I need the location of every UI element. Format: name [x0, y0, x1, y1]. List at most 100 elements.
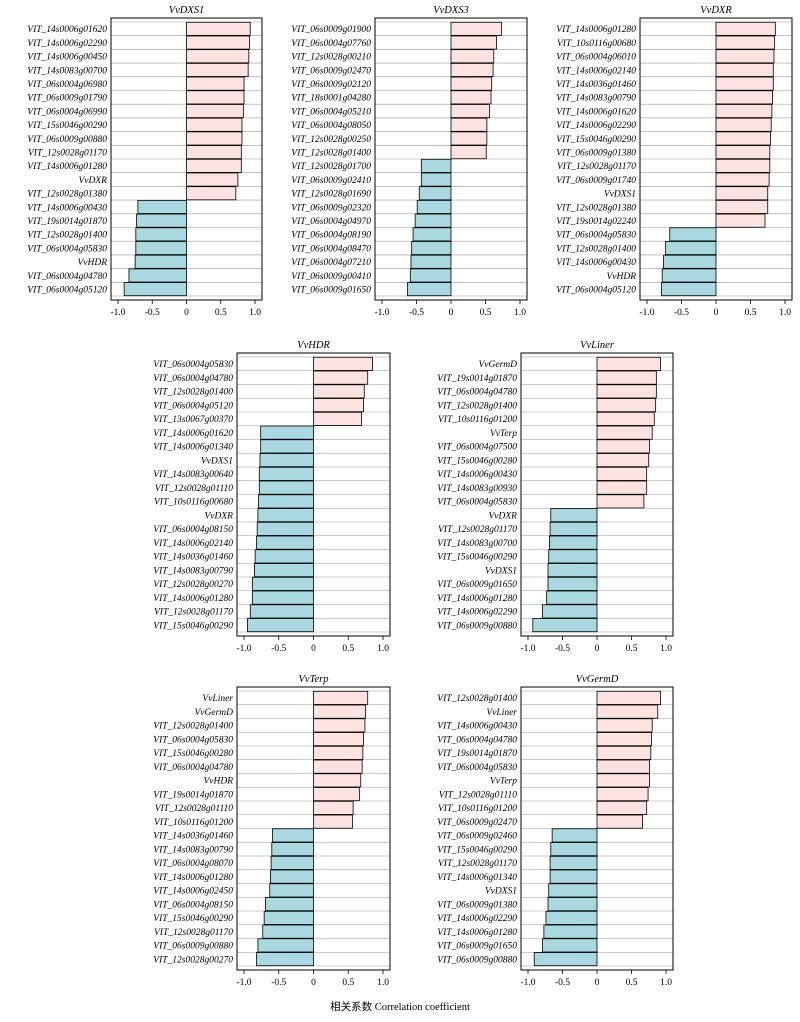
category-label: VIT_12s0028g01400	[437, 401, 517, 411]
category-label: VIT_06s0009g01380	[437, 900, 517, 910]
category-label: VIT_06s0004g08470	[291, 244, 371, 254]
bar	[596, 718, 653, 733]
bar	[271, 842, 314, 857]
bar	[313, 370, 369, 385]
category-label: VIT_06s0004g04780	[153, 763, 233, 773]
bar	[450, 90, 492, 105]
category-label: VIT_14s0006g00430	[556, 258, 636, 268]
category-label: VIT_19s0014g01870	[153, 790, 233, 800]
bar	[715, 145, 771, 160]
category-label: VIT_14s0006g01280	[153, 873, 233, 883]
bar	[412, 227, 452, 242]
category-label: VIT_12s0028g01170	[438, 525, 517, 535]
bar	[547, 576, 598, 591]
x-tick-label: 0	[311, 644, 316, 654]
category-label: VvLiner	[202, 694, 233, 704]
panel-vvdxs1: VvDXS1 VIT_14s0006g01620 VIT_14s0006g02290…	[27, 5, 263, 318]
bar	[542, 604, 598, 619]
bar	[186, 131, 243, 146]
bar	[135, 227, 187, 242]
category-label: VIT_06s0009g02460	[437, 832, 517, 842]
category-label: VIT_14s0083g00930	[437, 484, 517, 494]
bar	[313, 411, 362, 426]
category-label: VIT_06s0004g08150	[153, 900, 233, 910]
bar	[186, 145, 242, 160]
bar	[136, 213, 187, 228]
category-label: VIT_12s0028g01400	[437, 694, 517, 704]
bar	[128, 268, 187, 283]
bar	[596, 745, 652, 760]
category-label: VIT_14s0006g02450	[153, 887, 233, 897]
bar	[247, 618, 314, 633]
category-label: VIT_12s0028g01700	[291, 162, 371, 172]
bar	[550, 842, 598, 857]
category-label: VIT_06s0004g05830	[437, 763, 517, 773]
bar	[550, 508, 598, 523]
category-label: VIT_06s0004g04970	[291, 217, 371, 227]
bar	[551, 828, 598, 843]
category-label: VIT_12s0028g01110	[155, 804, 234, 814]
category-label: VvDXS1	[485, 566, 517, 576]
category-label: VIT_06s0009g01900	[291, 25, 371, 35]
x-tick-label: 0	[595, 644, 600, 654]
category-label: VIT_14s0036g01460	[153, 832, 233, 842]
category-label: VIT_12s0028g01110	[155, 484, 234, 494]
category-label: VIT_14s0083g00700	[27, 66, 107, 76]
bar	[186, 21, 251, 36]
category-label: VvDXR	[205, 511, 234, 521]
panel-vvgermd: VvGermD VIT_12s0028g01400 VvLiner VIT_14s00…	[437, 674, 674, 988]
category-label: VIT_06s0004g05830	[153, 360, 233, 370]
category-label: VIT_06s0009g01740	[556, 176, 636, 186]
category-label: VIT_12s0028g01690	[291, 190, 371, 200]
bar	[596, 411, 655, 426]
x-tick-label: -0.5	[271, 644, 286, 654]
bar	[715, 117, 772, 132]
x-tick-label: -0.5	[409, 308, 424, 318]
bar	[269, 883, 314, 898]
bar	[260, 425, 314, 440]
category-label: VIT_14s0006g00430	[27, 203, 107, 213]
category-label: VIT_06s0004g08190	[291, 231, 371, 241]
category-label: VIT_12s0028g01110	[439, 790, 518, 800]
bar	[596, 466, 648, 481]
x-tick-label: 1.0	[779, 308, 791, 318]
category-label: VvDXS1	[604, 190, 636, 200]
x-tick-label: -0.5	[145, 308, 160, 318]
category-label: VIT_19s0014g01870	[27, 217, 107, 227]
bar	[596, 690, 661, 705]
category-label: VIT_06s0004g05830	[437, 498, 517, 508]
x-tick-label: 1.0	[377, 644, 389, 654]
category-label: VIT_14s0006g01340	[153, 443, 233, 453]
x-tick-label: -1.0	[374, 308, 389, 318]
category-label: VIT_14s0006g02140	[556, 66, 636, 76]
category-label: VIT_12s0028g01170	[557, 162, 636, 172]
x-tick-label: 0	[595, 978, 600, 988]
category-label: VIT_14s0036g01460	[556, 80, 636, 90]
x-tick-label: 0	[714, 308, 719, 318]
category-label: VIT_12s0028g01170	[154, 928, 233, 938]
bar	[596, 384, 657, 399]
category-label: VIT_06s0009g02470	[437, 818, 517, 828]
category-label: VIT_06s0004g06990	[27, 107, 107, 117]
category-label: VIT_12s0028g01400	[291, 148, 371, 158]
bar	[249, 604, 314, 619]
bar	[715, 21, 776, 36]
bar	[715, 76, 774, 91]
bar	[596, 425, 653, 440]
category-label: VIT_12s0028g01170	[438, 859, 517, 869]
category-label: VvDXR	[79, 176, 108, 186]
category-label: VIT_06s0004g07500	[437, 443, 517, 453]
category-label: VIT_14s0083g00790	[153, 566, 233, 576]
bar	[313, 759, 363, 774]
bar	[715, 104, 773, 119]
category-label: VIT_14s0006g00450	[27, 53, 107, 63]
x-tick-label: -1.0	[110, 308, 125, 318]
bar	[258, 466, 314, 481]
bar	[532, 618, 598, 633]
category-label: VIT_06s0004g08050	[291, 121, 371, 131]
bar	[548, 535, 598, 550]
bar	[548, 549, 598, 564]
bar	[715, 199, 769, 214]
x-tick-label: -1.0	[639, 308, 654, 318]
category-label: VIT_06s0004g05830	[27, 244, 107, 254]
